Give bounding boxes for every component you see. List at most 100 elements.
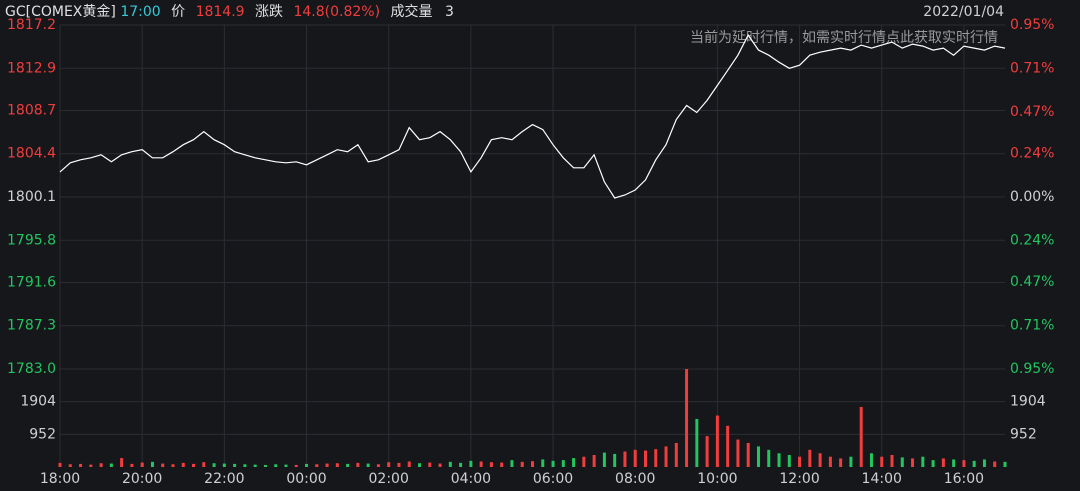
x-tick-label: 14:00 <box>862 471 902 487</box>
y-tick-label: 1817.2 <box>7 17 56 33</box>
volume-bar <box>202 462 206 467</box>
volume-tick-label: 1904 <box>20 394 56 410</box>
volume-bar <box>407 461 411 467</box>
x-tick-label: 12:00 <box>779 471 819 487</box>
y2-tick-label: 0.47% <box>1010 274 1054 290</box>
y-tick-label: 1791.6 <box>7 274 56 290</box>
volume-bar <box>890 454 894 467</box>
volume-bar <box>428 462 432 467</box>
volume-bar <box>767 449 771 467</box>
volume-bar <box>880 456 884 467</box>
volume-bar <box>284 464 288 467</box>
symbol: GC[COMEX黄金] <box>5 3 116 20</box>
y-tick-label: 1783.0 <box>7 361 56 377</box>
volume-bar <box>654 449 658 467</box>
volume-bar <box>68 464 72 467</box>
volume-bar <box>695 418 699 467</box>
volume-bar <box>130 463 134 467</box>
x-tick-label: 00:00 <box>286 471 326 487</box>
volume-bar <box>643 450 647 467</box>
volume-bar <box>859 406 863 467</box>
volume-bar <box>911 458 915 467</box>
volume-bar <box>315 464 319 467</box>
volume-bar <box>366 463 370 467</box>
volume-bar <box>900 457 904 467</box>
volume-bar <box>798 456 802 467</box>
volume-bar <box>777 453 781 467</box>
volume-bar <box>99 463 103 467</box>
volume-bar <box>89 464 93 467</box>
x-tick-label: 22:00 <box>204 471 244 487</box>
volume-tick-label-right: 1904 <box>1010 394 1046 410</box>
y-tick-label: 1804.4 <box>7 146 56 162</box>
volume-bar <box>346 463 350 467</box>
volume-bar <box>397 462 401 467</box>
price-label: 价 <box>171 4 185 20</box>
date: 2022/01/04 <box>923 4 1004 20</box>
volume-bar <box>243 464 247 467</box>
volume-bar <box>561 460 565 467</box>
y2-tick-label: 0.24% <box>1010 232 1054 248</box>
volume-bar <box>520 461 524 467</box>
volume-bar <box>233 463 237 467</box>
y-tick-label: 1787.3 <box>7 318 56 334</box>
volume: 3 <box>445 4 454 20</box>
volume-bar <box>418 463 422 467</box>
volume-bar <box>120 458 124 467</box>
volume-bar <box>212 463 216 467</box>
volume-bar <box>726 425 730 467</box>
volume-bar <box>572 458 576 467</box>
volume-bar <box>602 452 606 467</box>
volume-bar <box>510 460 514 467</box>
volume-bar <box>531 461 534 467</box>
delay-notice[interactable]: 当前为延时行情，如需实时行情点此获取实时行情 <box>690 29 998 46</box>
volume-bar <box>274 464 278 467</box>
x-tick-label: 04:00 <box>451 471 491 487</box>
volume-bar <box>674 442 678 467</box>
x-tick-label: 16:00 <box>944 471 984 487</box>
volume-bar <box>541 459 545 467</box>
volume-bar <box>479 461 483 467</box>
y2-tick-label: 0.95% <box>1010 17 1054 33</box>
volume-bar <box>839 458 843 467</box>
volume-bar <box>736 439 740 467</box>
volume-bar <box>746 442 750 467</box>
x-tick-label: 06:00 <box>533 471 573 487</box>
volume-bar <box>58 462 62 467</box>
volume-bar <box>489 462 493 467</box>
volume-bar <box>376 464 380 467</box>
volume-bar <box>325 463 329 467</box>
y2-tick-label: 0.00% <box>1010 189 1054 205</box>
volume-bar <box>79 463 83 467</box>
volume-bar <box>469 460 473 467</box>
volume-bar <box>192 463 196 467</box>
volume-bar <box>685 369 689 467</box>
volume-bar <box>161 463 165 467</box>
y2-tick-label: 0.95% <box>1010 361 1054 377</box>
volume-bar <box>109 463 113 467</box>
volume-bar <box>582 456 586 467</box>
volume-bar <box>921 456 925 467</box>
volume-bar <box>592 454 596 467</box>
volume-bar <box>1003 461 1007 467</box>
volume-tick-label-right: 952 <box>1010 426 1037 442</box>
volume-bar <box>808 449 812 467</box>
volume-bar <box>993 461 997 467</box>
change: 14.8(0.82%) <box>293 4 380 20</box>
volume-bar <box>438 463 442 467</box>
x-tick-label: 08:00 <box>615 471 655 487</box>
volume-bar <box>972 460 976 467</box>
volume-bar <box>459 462 463 467</box>
volume-bar <box>387 462 391 467</box>
price: 1814.9 <box>196 4 245 20</box>
volume-bar <box>849 456 853 467</box>
volume-bar <box>715 415 719 467</box>
x-tick-label: 10:00 <box>697 471 737 487</box>
y-tick-label: 1800.1 <box>7 189 56 205</box>
y2-tick-label: 0.71% <box>1010 318 1054 334</box>
volume-bar <box>222 463 226 467</box>
volume-bar <box>828 456 832 467</box>
volume-bar <box>263 464 267 467</box>
